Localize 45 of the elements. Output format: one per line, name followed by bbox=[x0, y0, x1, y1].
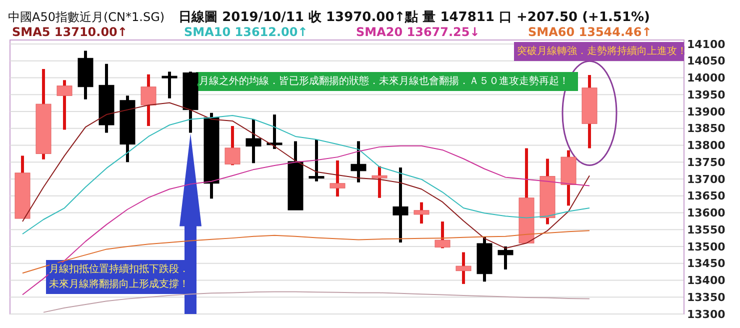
line-series bbox=[22, 145, 590, 296]
y-tick-label: 14100 bbox=[687, 38, 726, 51]
candlestick bbox=[498, 246, 514, 270]
candlestick bbox=[330, 160, 346, 197]
candlestick bbox=[224, 126, 240, 166]
y-tick-label: 13750 bbox=[687, 156, 726, 169]
line-series bbox=[43, 291, 590, 313]
y-tick-label: 13600 bbox=[687, 206, 726, 220]
y-tick-label: 13700 bbox=[687, 172, 726, 186]
line-series bbox=[22, 115, 590, 235]
y-tick-label: 13650 bbox=[687, 190, 726, 203]
line-series bbox=[22, 230, 590, 274]
annotation: 未來月線將翻揚向上形成支撐！ bbox=[49, 278, 189, 290]
candlestick bbox=[308, 140, 324, 182]
text: SMA5 13710.00↑ bbox=[12, 25, 128, 39]
y-tick-label: 13350 bbox=[687, 290, 726, 304]
y-tick-label: 13300 bbox=[687, 308, 726, 321]
chart-subtitle: 日線圖 2019/10/11 收 13970.00↑點 量 147811 口 +207.50 (+1.51%) bbox=[178, 10, 650, 25]
y-tick-label: 13950 bbox=[687, 88, 726, 102]
y-tick-label: 14000 bbox=[687, 72, 726, 85]
chart-title: 中國A50指數近月(CN*1.SG) bbox=[8, 10, 165, 24]
candlestick bbox=[162, 72, 178, 98]
candlestick bbox=[140, 74, 156, 126]
y-tick-label: 13800 bbox=[687, 139, 726, 152]
candlestick bbox=[56, 80, 72, 130]
candlestick bbox=[372, 166, 388, 198]
y-tick-label: 13850 bbox=[687, 122, 726, 136]
text: SMA10 13612.00↑ bbox=[184, 25, 308, 39]
candlestick bbox=[246, 119, 262, 164]
y-tick-label: 13550 bbox=[687, 223, 726, 236]
text: SMA60 13544.46↑ bbox=[528, 25, 652, 39]
y-tick-label: 13450 bbox=[687, 257, 726, 270]
annotation: 突破月線轉強．走勢將持續向上進攻！ bbox=[517, 45, 687, 57]
y-tick-label: 13500 bbox=[687, 240, 726, 254]
y-tick-label: 14050 bbox=[687, 54, 726, 68]
candlestick bbox=[434, 222, 450, 248]
candlestick bbox=[414, 202, 430, 224]
y-tick-label: 13900 bbox=[687, 105, 726, 118]
candlestick bbox=[350, 141, 366, 182]
candlestick bbox=[392, 168, 408, 242]
candlestick bbox=[266, 114, 282, 149]
text: SMA20 13677.25↓ bbox=[356, 25, 480, 39]
annotation: 月線之外的均線．皆已形成翻揚的狀態．未來月線也會翻揚．Ａ５０進攻走勢再起！ bbox=[199, 75, 569, 87]
candlestick bbox=[456, 252, 472, 284]
y-tick-label: 13400 bbox=[687, 274, 726, 288]
